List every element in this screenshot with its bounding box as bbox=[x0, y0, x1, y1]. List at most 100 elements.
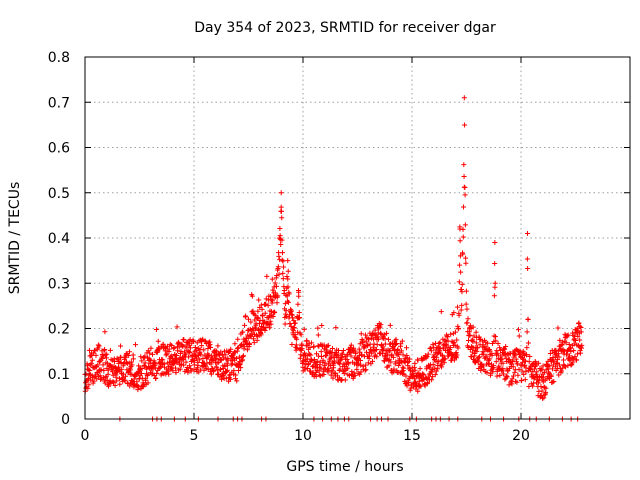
data-point bbox=[430, 362, 436, 368]
data-point bbox=[564, 351, 570, 357]
data-point bbox=[269, 276, 275, 282]
data-point bbox=[577, 324, 583, 330]
data-point bbox=[476, 354, 482, 360]
data-point bbox=[249, 293, 255, 299]
data-point bbox=[458, 307, 464, 313]
data-point bbox=[213, 364, 219, 370]
data-point bbox=[187, 345, 193, 351]
data-point bbox=[231, 368, 237, 374]
data-point bbox=[222, 352, 228, 358]
data-point bbox=[460, 234, 466, 240]
data-point bbox=[473, 340, 479, 346]
data-point bbox=[469, 354, 475, 360]
data-point bbox=[381, 346, 387, 352]
data-point bbox=[522, 362, 528, 368]
data-point bbox=[126, 353, 132, 359]
data-point bbox=[401, 365, 407, 371]
data-point bbox=[214, 348, 220, 354]
data-point bbox=[262, 327, 268, 333]
data-point bbox=[554, 360, 560, 366]
data-point bbox=[428, 348, 434, 354]
data-point bbox=[208, 361, 214, 367]
data-point bbox=[175, 348, 181, 354]
data-point bbox=[385, 352, 391, 358]
data-point bbox=[177, 366, 183, 372]
data-point bbox=[201, 347, 207, 353]
data-point bbox=[369, 358, 375, 364]
data-point bbox=[235, 336, 241, 342]
data-point bbox=[350, 345, 356, 351]
data-point bbox=[464, 306, 470, 312]
data-point bbox=[456, 279, 462, 285]
data-point bbox=[406, 358, 412, 364]
data-point bbox=[277, 225, 283, 231]
data-point bbox=[424, 354, 430, 360]
data-point bbox=[557, 337, 563, 343]
data-point bbox=[199, 343, 205, 349]
data-point bbox=[363, 362, 369, 368]
data-point bbox=[554, 357, 560, 363]
data-point bbox=[515, 327, 521, 333]
data-point bbox=[326, 366, 332, 372]
data-point bbox=[456, 312, 462, 318]
data-point bbox=[282, 301, 288, 307]
data-point bbox=[541, 395, 547, 401]
data-point bbox=[376, 336, 382, 342]
data-point bbox=[170, 368, 176, 374]
data-point bbox=[157, 346, 163, 352]
data-point bbox=[553, 347, 559, 353]
data-point bbox=[298, 332, 304, 338]
data-point bbox=[475, 355, 481, 361]
data-point bbox=[491, 363, 497, 369]
data-point bbox=[362, 332, 368, 338]
data-point bbox=[365, 342, 371, 348]
tick-layer: 0 5 10 15 20 0 0.1 0.2 0.3 0.4 0.5 0.6 0.7 0.8 bbox=[48, 50, 630, 444]
y-axis-label: SRMTID / TECUs bbox=[7, 182, 23, 295]
chart-title: Day 354 of 2023, SRMTID for receiver dga… bbox=[194, 20, 496, 36]
data-point bbox=[526, 359, 532, 365]
data-point bbox=[402, 380, 408, 386]
data-point bbox=[148, 345, 154, 351]
data-point bbox=[346, 361, 352, 367]
data-point bbox=[208, 344, 214, 350]
data-point bbox=[336, 353, 342, 359]
data-point bbox=[345, 365, 351, 371]
data-point bbox=[447, 345, 453, 351]
data-point bbox=[332, 371, 338, 377]
data-point bbox=[280, 270, 286, 276]
data-point bbox=[366, 336, 372, 342]
data-point bbox=[516, 333, 522, 339]
data-point bbox=[560, 365, 566, 371]
data-point bbox=[121, 377, 127, 383]
y-tick-label: 0.3 bbox=[48, 276, 70, 292]
data-point bbox=[506, 382, 512, 388]
data-point bbox=[566, 353, 572, 359]
data-point bbox=[333, 325, 339, 331]
y-tick-label: 0.1 bbox=[48, 367, 70, 383]
data-point bbox=[285, 284, 291, 290]
data-point bbox=[281, 287, 287, 293]
data-point bbox=[208, 371, 214, 377]
data-point bbox=[340, 348, 346, 354]
data-point bbox=[218, 349, 224, 355]
data-point bbox=[463, 260, 469, 266]
data-point bbox=[269, 300, 275, 306]
data-point bbox=[377, 324, 383, 330]
data-point bbox=[481, 351, 487, 357]
data-point bbox=[314, 358, 320, 364]
data-point bbox=[556, 354, 562, 360]
data-point bbox=[239, 357, 245, 363]
data-point bbox=[204, 356, 210, 362]
data-point bbox=[509, 381, 515, 387]
data-point bbox=[348, 353, 354, 359]
data-point bbox=[541, 369, 547, 375]
data-point bbox=[234, 378, 240, 384]
data-point bbox=[358, 362, 364, 368]
data-point bbox=[386, 356, 392, 362]
data-point bbox=[492, 261, 498, 267]
data-point bbox=[88, 377, 94, 383]
data-point bbox=[551, 358, 557, 364]
data-point bbox=[279, 215, 285, 221]
data-point bbox=[258, 332, 264, 338]
data-point bbox=[101, 378, 107, 384]
